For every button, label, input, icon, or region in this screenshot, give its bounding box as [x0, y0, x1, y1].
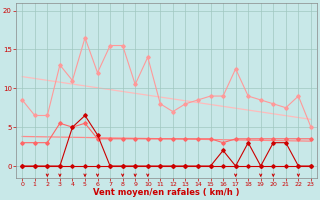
- X-axis label: Vent moyen/en rafales ( km/h ): Vent moyen/en rafales ( km/h ): [93, 188, 240, 197]
